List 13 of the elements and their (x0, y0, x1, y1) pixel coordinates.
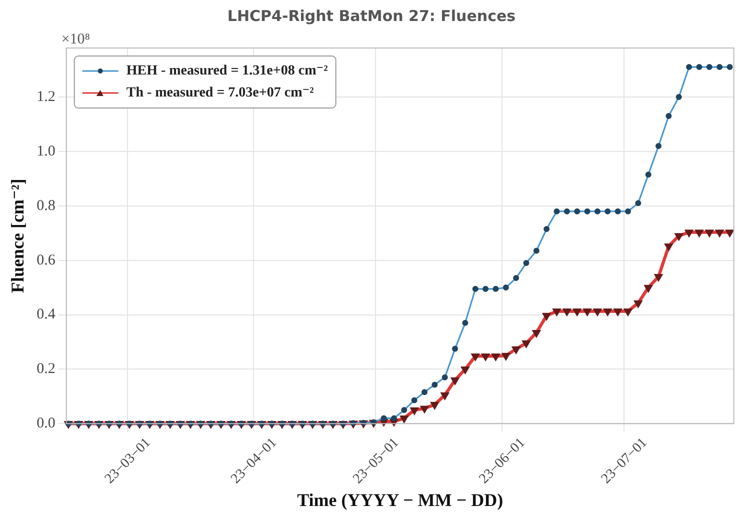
chart-title: LHCP4-Right BatMon 27: Fluences (227, 6, 516, 25)
y-tick-label: 0.4 (36, 306, 56, 323)
legend-label: Th - measured = 7.03e+07 cm⁻² (126, 86, 314, 101)
y-tick-label: 1.2 (36, 88, 56, 105)
legend-label: HEH - measured = 1.31e+08 cm⁻² (126, 64, 328, 79)
y-tick-label: 0.8 (36, 198, 56, 214)
y-axis-title: Fluence [cm⁻²] (7, 178, 28, 294)
y-tick-label: 1.0 (36, 143, 56, 160)
y-tick-label: 0.0 (36, 416, 56, 432)
x-axis-title: Time (YYYY − MM − DD) (297, 490, 504, 510)
y-tick-label: 0.6 (36, 252, 56, 268)
text: ×10⁸ (61, 31, 90, 48)
y-tick-label: 0.2 (36, 361, 56, 378)
